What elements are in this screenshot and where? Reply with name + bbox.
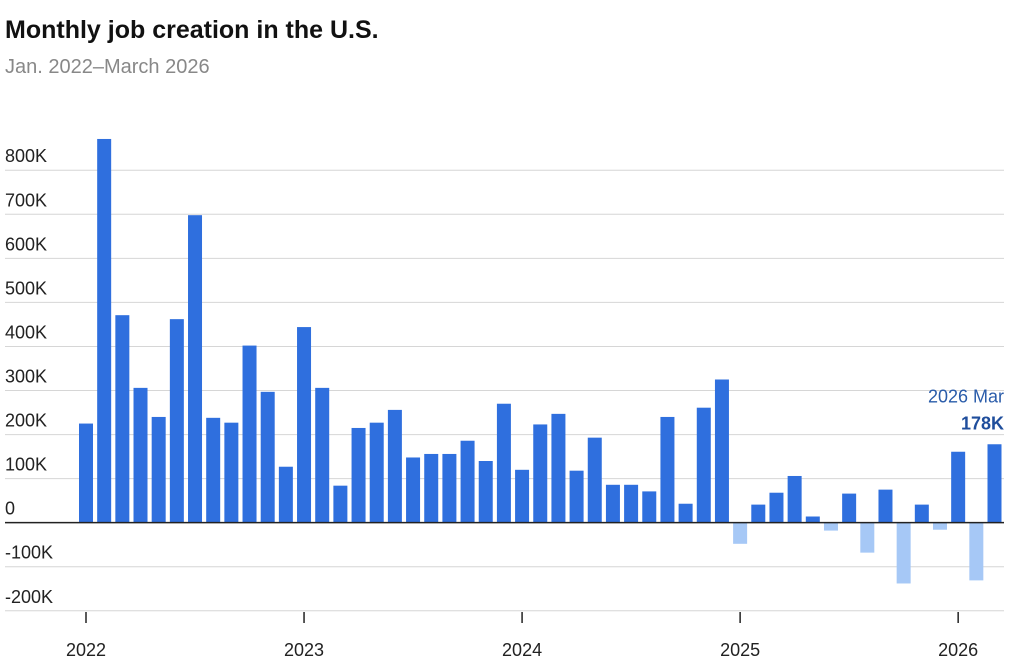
y-tick-label: 300K <box>5 367 47 387</box>
bar <box>242 345 257 523</box>
y-tick-label: 700K <box>5 190 47 210</box>
bar <box>387 409 402 523</box>
y-tick-label: 600K <box>5 234 47 254</box>
bar <box>533 424 548 523</box>
bar <box>442 453 457 523</box>
bar <box>260 391 275 523</box>
bar <box>733 522 748 544</box>
bar <box>642 491 657 523</box>
bar <box>951 451 966 523</box>
bar <box>406 457 421 523</box>
bar <box>878 489 893 523</box>
chart-title: Monthly job creation in the U.S. <box>5 16 379 44</box>
bar <box>823 522 838 531</box>
bar <box>151 416 166 523</box>
bar <box>896 522 911 584</box>
y-tick-label: -100K <box>5 543 53 563</box>
bar <box>860 522 875 553</box>
x-tick-label: 2024 <box>502 640 542 660</box>
bar <box>987 444 1002 523</box>
bar <box>97 138 112 523</box>
x-tick-label: 2022 <box>66 640 106 660</box>
y-tick-label: 500K <box>5 278 47 298</box>
y-tick-label: -200K <box>5 587 53 607</box>
bar <box>714 379 729 523</box>
bar <box>624 484 639 523</box>
bar <box>278 466 293 523</box>
bar <box>842 493 857 523</box>
bar <box>169 319 184 523</box>
bar <box>805 516 820 523</box>
chart-subtitle: Jan. 2022–March 2026 <box>5 56 210 78</box>
bar <box>751 504 766 523</box>
bar <box>297 327 312 523</box>
bar <box>224 422 239 523</box>
bar <box>569 470 584 523</box>
bar <box>115 315 130 523</box>
x-tick-label: 2023 <box>284 640 324 660</box>
bar <box>969 522 984 581</box>
bar <box>369 422 384 523</box>
bar <box>551 413 566 523</box>
bar <box>769 492 784 523</box>
bar <box>478 461 493 523</box>
bar <box>660 416 675 523</box>
y-tick-label: 100K <box>5 455 47 475</box>
value-label: 178K <box>961 413 1004 433</box>
bar <box>424 453 439 523</box>
y-tick-label: 200K <box>5 411 47 431</box>
bar <box>79 423 93 523</box>
bar <box>133 387 148 523</box>
bar <box>315 387 330 523</box>
bar <box>787 475 802 523</box>
bar <box>515 469 530 523</box>
y-tick-label: 0 <box>5 499 15 519</box>
bar <box>605 484 620 523</box>
y-tick-label: 800K <box>5 146 47 166</box>
bar <box>460 440 475 523</box>
bar <box>351 427 366 523</box>
bar <box>932 522 947 530</box>
bar <box>333 485 348 523</box>
y-tick-label: 400K <box>5 322 47 342</box>
bar <box>188 215 203 523</box>
x-tick-label: 2026 <box>938 640 978 660</box>
annotation-label: 2026 Mar <box>928 386 1004 406</box>
bar <box>496 403 511 523</box>
bar <box>696 407 711 523</box>
bar <box>678 503 693 523</box>
bar <box>587 437 602 523</box>
bar <box>914 504 929 523</box>
bar <box>206 417 221 523</box>
x-tick-label: 2025 <box>720 640 760 660</box>
